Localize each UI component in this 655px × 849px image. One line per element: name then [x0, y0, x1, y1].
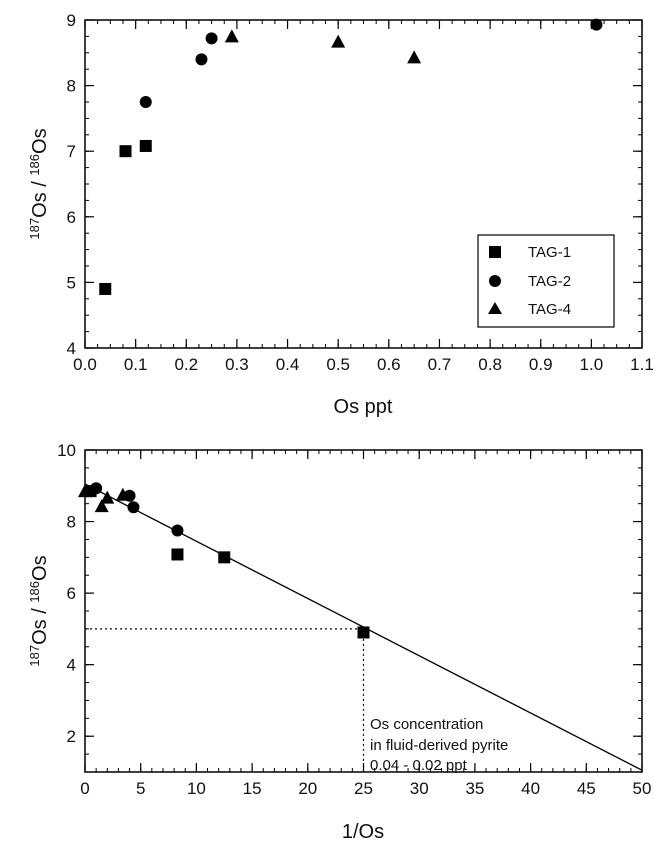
data-point-triangle	[331, 34, 346, 48]
y-tick-label: 6	[67, 584, 76, 603]
top-chart: 0.0 0.1 0.2 0.3 0.4 0.5 0.6 0.7 0.8 0.9 1.0 1.1 4 5 6…	[27, 11, 654, 418]
top-y-axis-title: 187Os / 186Os	[27, 128, 51, 239]
x-tick-label: 0.5	[326, 355, 350, 374]
x-tick-label: 0.0	[73, 355, 97, 374]
data-point-square	[99, 282, 112, 295]
bottom-y-axis-title: 187Os / 186Os	[27, 555, 51, 666]
y-tick-label: 4	[67, 656, 76, 675]
data-point-circle	[139, 96, 152, 108]
x-tick-label: 0.8	[478, 355, 502, 374]
y-tick-label: 7	[67, 142, 76, 161]
data-point-square	[357, 626, 370, 639]
data-point-triangle	[224, 29, 239, 43]
x-tick-label: 5	[136, 779, 145, 798]
x-tick-label: 20	[298, 779, 317, 798]
top-data-points	[99, 18, 603, 295]
data-point-triangle	[115, 487, 130, 501]
legend-marker-square	[489, 246, 501, 258]
data-point-square	[171, 548, 184, 561]
data-point-circle	[90, 482, 103, 495]
annotation-line-1: Os concentration	[370, 716, 483, 733]
bottom-data-points	[78, 482, 370, 639]
x-tick-label: 40	[521, 779, 540, 798]
data-point-triangle	[407, 50, 422, 64]
y-tick-label: 4	[67, 339, 76, 358]
data-point-triangle	[78, 484, 92, 498]
legend-marker-circle	[489, 275, 501, 287]
top-x-axis-title: Os ppt	[334, 396, 393, 418]
x-tick-label: 35	[465, 779, 484, 798]
bottom-chart: 0 5 10 15 20 25 30 35 40 45 50 2 4 6 8 10 Os concentra…	[27, 441, 651, 843]
legend-label-tag-4: TAG-4	[528, 301, 571, 318]
x-tick-label: 0.7	[428, 355, 452, 374]
x-tick-label: 0.9	[529, 355, 553, 374]
legend-marker-triangle	[488, 302, 502, 314]
y-tick-label: 5	[67, 273, 76, 292]
top-y-tick-labels: 4 5 6 7 8 9	[67, 11, 76, 358]
y-tick-label: 6	[67, 208, 76, 227]
legend-label-tag-1: TAG-1	[528, 244, 571, 261]
data-point-square	[139, 139, 152, 152]
x-tick-label: 1.1	[630, 355, 654, 374]
x-tick-label: 50	[633, 779, 652, 798]
annotation: Os concentration in fluid-derived pyrite…	[370, 716, 508, 774]
annotation-line-2: in fluid-derived pyrite	[370, 737, 508, 754]
y-tick-label: 10	[57, 441, 76, 460]
x-tick-label: 10	[187, 779, 206, 798]
x-tick-label: 15	[243, 779, 262, 798]
bottom-x-axis-title: 1/Os	[342, 821, 384, 843]
y-tick-label: 8	[67, 513, 76, 532]
data-point-circle	[127, 501, 140, 514]
bottom-plot-frame	[84, 449, 643, 773]
annotation-line-3: 0.04 - 0.02 ppt	[370, 757, 468, 774]
top-x-tick-labels: 0.0 0.1 0.2 0.3 0.4 0.5 0.6 0.7 0.8 0.9 1.0 1.1	[73, 355, 654, 374]
data-point-circle	[205, 32, 218, 45]
x-tick-label: 45	[577, 779, 596, 798]
y-tick-label: 9	[67, 11, 76, 30]
y-tick-label: 2	[67, 727, 76, 746]
legend: TAG-1 TAG-2 TAG-4	[477, 234, 615, 328]
x-tick-label: 0.4	[276, 355, 300, 374]
legend-label-tag-2: TAG-2	[528, 273, 571, 290]
data-point-circle	[590, 18, 603, 31]
y-tick-label: 8	[67, 77, 76, 96]
data-point-circle	[171, 524, 184, 537]
x-tick-label: 0.2	[174, 355, 198, 374]
data-point-triangle	[100, 490, 115, 504]
data-point-square	[119, 145, 132, 158]
x-tick-label: 1.0	[580, 355, 604, 374]
x-tick-label: 0.1	[124, 355, 148, 374]
x-tick-label: 30	[410, 779, 429, 798]
data-point-circle	[195, 53, 208, 66]
x-tick-label: 0.6	[377, 355, 401, 374]
bottom-ticks	[84, 449, 643, 773]
x-tick-label: 0	[80, 779, 89, 798]
x-tick-label: 0.3	[225, 355, 249, 374]
x-tick-label: 25	[354, 779, 373, 798]
bottom-y-tick-labels: 2 4 6 8 10	[57, 441, 76, 746]
data-point-triangle	[94, 499, 109, 513]
bottom-x-tick-labels: 0 5 10 15 20 25 30 35 40 45 50	[80, 779, 651, 798]
data-point-square	[218, 551, 231, 564]
